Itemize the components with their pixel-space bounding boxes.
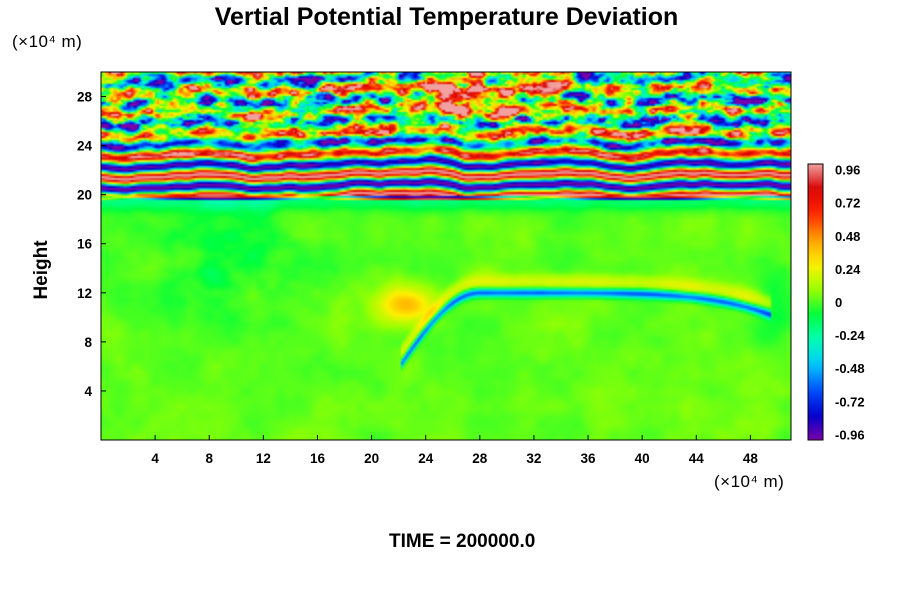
x-axis: 4 8 12 16 20 24 28 32 36 40 44 48 [151,435,758,466]
colorbar-tick-label: -0.24 [835,328,865,343]
y-tick-label: 16 [77,237,93,252]
colorbar-tick-label: 0.48 [835,229,860,244]
colorbar-ticks: 0.96 0.72 0.48 0.24 0 -0.24 -0.48 -0.72 -0.96 [835,163,865,443]
colorbar-tick-label: -0.96 [835,427,865,442]
colorbar: 0.96 0.72 0.48 0.24 0 -0.24 -0.48 -0.72 -0.96 [807,163,865,443]
x-tick-label: 16 [310,451,326,466]
chart-title: Vertial Potential Temperature Deviation [214,3,679,31]
colorbar-scale [807,163,824,441]
colorbar-tick-label: 0.72 [835,196,860,211]
y-tick-label: 28 [77,90,93,105]
x-tick-label: 24 [418,451,434,466]
x-tick-label: 40 [635,451,650,466]
plot-area [100,71,792,441]
time-label: TIME = 200000.0 [389,531,536,552]
x-tick-label: 12 [256,451,271,466]
colorbar-tick-label: 0.24 [835,262,861,277]
x-tick-label: 36 [581,451,597,466]
x-axis-unit: (×10⁴ m) [714,472,785,491]
colorbar-tick-label: 0 [835,295,842,310]
y-axis: 4 8 12 16 20 24 28 [77,90,106,399]
heatmap-field [101,72,791,440]
y-tick-label: 12 [77,286,92,301]
colorbar-tick-label: -0.48 [835,361,865,376]
x-tick-label: 8 [205,451,213,466]
plot-frame [100,71,792,441]
x-tick-label: 4 [151,451,159,466]
y-tick-label: 8 [84,335,92,350]
x-tick-label: 28 [472,451,488,466]
colorbar-tick-label: 0.96 [835,163,860,178]
x-tick-label: 48 [743,451,759,466]
y-axis-unit: (×10⁴ m) [12,32,83,51]
y-tick-label: 24 [77,139,93,154]
y-tick-label: 4 [84,384,92,399]
x-tick-label: 20 [364,451,379,466]
colorbar-tick-label: -0.72 [835,394,865,409]
x-tick-label: 44 [689,451,705,466]
y-tick-label: 20 [77,188,92,203]
x-tick-label: 32 [526,451,541,466]
